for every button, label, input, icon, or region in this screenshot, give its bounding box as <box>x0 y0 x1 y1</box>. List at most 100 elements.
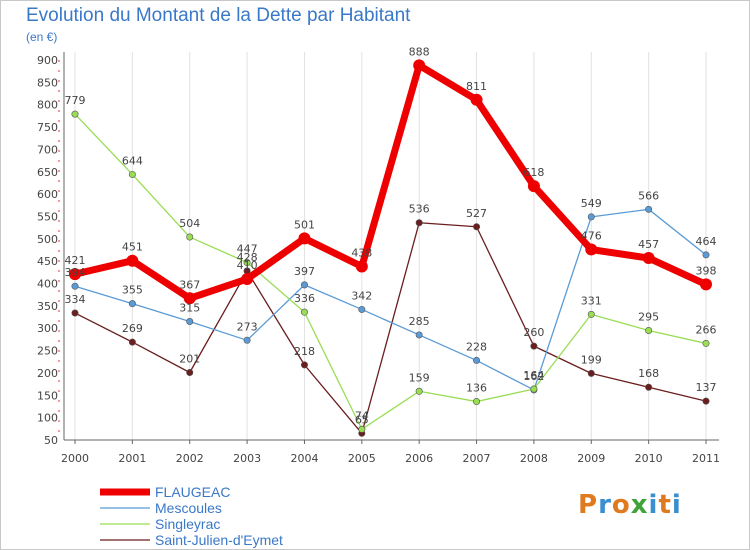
data-label-flaugeac-2003: 410 <box>237 259 258 272</box>
proxiti-logo: Proxiti <box>578 490 682 520</box>
data-point-singleyrac-2009 <box>587 310 595 318</box>
x-tick-label-2003: 2003 <box>233 452 261 465</box>
y-tick-label-450: 450 <box>37 255 58 268</box>
y-tick-label-50: 50 <box>44 434 58 447</box>
data-label-singleyrac-2005: 74 <box>355 409 369 422</box>
data-label-singleyrac-2011: 266 <box>696 323 717 336</box>
data-point-singleyrac-2010 <box>645 326 653 334</box>
series-line-saint-julien-d-eymet <box>74 222 707 434</box>
x-tick-label-2001: 2001 <box>118 452 146 465</box>
y-tick-label-750: 750 <box>37 121 58 134</box>
y-tick-label-200: 200 <box>37 367 58 380</box>
y-tick-label-250: 250 <box>37 345 58 358</box>
data-point-flaugeac-2004 <box>298 232 311 245</box>
data-label-singleyrac-2000: 779 <box>65 94 86 107</box>
data-label-mescoules-2003: 273 <box>237 320 258 333</box>
data-point-singleyrac-2002 <box>186 233 194 241</box>
data-point-mescoules-2000 <box>71 282 79 290</box>
data-point-mescoules-2006 <box>415 331 423 339</box>
data-label-mescoules-2008: 162 <box>523 370 544 383</box>
data-label-saint-julien-d-eymet-2011: 137 <box>696 381 717 394</box>
y-tick-label-700: 700 <box>37 143 58 156</box>
data-point-flaugeac-2003 <box>241 273 254 286</box>
y-tick-label-350: 350 <box>37 300 58 313</box>
series-line-singleyrac <box>74 113 707 430</box>
data-label-mescoules-2005: 342 <box>351 289 372 302</box>
data-label-flaugeac-2004: 501 <box>294 218 315 231</box>
data-point-mescoules-2007 <box>473 356 481 364</box>
x-tick-label-2004: 2004 <box>290 452 318 465</box>
data-label-singleyrac-2009: 331 <box>581 294 602 307</box>
data-point-mescoules-2011 <box>702 251 710 259</box>
data-point-saint-julien-d-eymet-2008 <box>530 342 538 350</box>
data-label-flaugeac-2005: 438 <box>351 247 372 260</box>
data-label-saint-julien-d-eymet-2001: 269 <box>122 322 143 335</box>
data-label-flaugeac-2010: 457 <box>638 238 659 251</box>
x-tick-label-2000: 2000 <box>61 452 89 465</box>
data-point-mescoules-2009 <box>587 213 595 221</box>
data-label-saint-julien-d-eymet-2004: 218 <box>294 345 315 358</box>
data-label-saint-julien-d-eymet-2002: 201 <box>179 352 200 365</box>
y-tick-label-100: 100 <box>37 412 58 425</box>
series-line-mescoules <box>74 208 707 391</box>
x-tick-label-2011: 2011 <box>692 452 720 465</box>
y-tick-label-600: 600 <box>37 188 58 201</box>
data-label-saint-julien-d-eymet-2006: 536 <box>409 203 430 216</box>
data-point-singleyrac-2004 <box>300 308 308 316</box>
data-label-saint-julien-d-eymet-2009: 199 <box>581 353 602 366</box>
data-point-flaugeac-2006 <box>413 59 426 72</box>
data-label-saint-julien-d-eymet-2007: 527 <box>466 207 487 220</box>
data-point-flaugeac-2011 <box>700 278 712 291</box>
data-point-saint-julien-d-eymet-2007 <box>473 223 481 231</box>
data-label-singleyrac-2008: 164 <box>523 369 544 382</box>
y-tick-label-850: 850 <box>37 76 58 89</box>
data-label-flaugeac-2000: 421 <box>65 254 86 267</box>
data-point-flaugeac-2009 <box>585 243 598 256</box>
data-point-flaugeac-2001 <box>126 254 139 267</box>
y-tick-label-800: 800 <box>37 99 58 112</box>
data-label-flaugeac-2006: 888 <box>409 45 430 58</box>
x-tick-label-2009: 2009 <box>577 452 605 465</box>
data-label-saint-julien-d-eymet-2000: 334 <box>65 293 86 306</box>
data-label-saint-julien-d-eymet-2005: 65 <box>355 413 369 426</box>
y-tick-label-300: 300 <box>37 322 58 335</box>
data-point-singleyrac-2007 <box>473 398 481 406</box>
data-point-saint-julien-d-eymet-2010 <box>645 383 653 391</box>
data-point-singleyrac-2005 <box>358 425 366 433</box>
data-point-flaugeac-2000 <box>69 268 81 281</box>
data-label-mescoules-2002: 315 <box>179 302 200 315</box>
data-point-singleyrac-2001 <box>128 170 136 178</box>
data-label-mescoules-2010: 566 <box>638 189 659 202</box>
data-label-saint-julien-d-eymet-2010: 168 <box>638 367 659 380</box>
data-label-singleyrac-2001: 644 <box>122 154 143 167</box>
data-label-singleyrac-2006: 159 <box>409 371 430 384</box>
data-point-mescoules-2002 <box>186 318 194 326</box>
data-point-singleyrac-2000 <box>71 110 79 118</box>
legend-label-flaugeac: FLAUGEAC <box>155 484 230 500</box>
chart-subtitle: (en €) <box>26 30 58 44</box>
legend-label-singleyrac: Singleyrac <box>155 516 220 532</box>
series-line-flaugeac <box>71 61 710 302</box>
data-point-saint-julien-d-eymet-2000 <box>71 309 79 317</box>
data-point-singleyrac-2003 <box>243 259 251 267</box>
data-point-singleyrac-2006 <box>415 387 423 395</box>
data-point-flaugeac-2002 <box>183 292 196 305</box>
y-tick-label-550: 550 <box>37 210 58 223</box>
x-tick-label-2006: 2006 <box>405 452 433 465</box>
data-point-saint-julien-d-eymet-2004 <box>300 361 308 369</box>
y-tick-label-500: 500 <box>37 233 58 246</box>
data-label-singleyrac-2002: 504 <box>179 217 200 230</box>
data-point-flaugeac-2008 <box>527 180 540 193</box>
data-label-saint-julien-d-eymet-2008: 260 <box>523 326 544 339</box>
plot-area <box>64 52 719 440</box>
x-tick-label-2010: 2010 <box>635 452 663 465</box>
data-label-mescoules-2007: 228 <box>466 340 487 353</box>
data-point-singleyrac-2011 <box>702 339 710 347</box>
y-tick-label-400: 400 <box>37 278 58 291</box>
data-label-singleyrac-2003: 447 <box>237 243 258 256</box>
data-label-mescoules-2000: 394 <box>65 266 86 279</box>
data-label-flaugeac-2008: 618 <box>523 166 544 179</box>
data-point-saint-julien-d-eymet-2006 <box>415 219 423 227</box>
data-point-mescoules-2010 <box>645 205 653 213</box>
